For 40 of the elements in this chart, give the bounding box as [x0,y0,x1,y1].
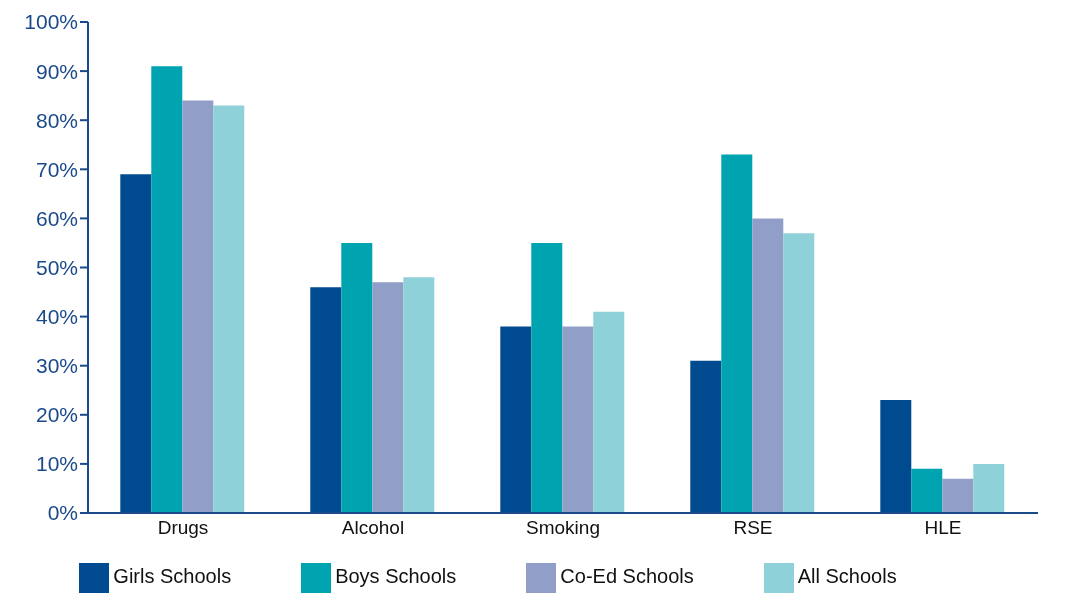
bar [911,468,943,513]
y-tick-label: 90% [35,59,78,83]
y-tick-label: 40% [35,305,78,329]
legend-label: Boys Schools [335,565,457,588]
bar [593,311,625,513]
bar [182,100,214,513]
legend-label: Girls Schools [113,565,232,588]
y-tick-label: 80% [35,108,78,132]
y-tick-label: 10% [35,452,78,476]
bar [690,360,722,513]
y-tick-label: 50% [35,255,78,279]
bar [372,282,404,513]
bar [310,287,342,513]
bar [721,154,753,513]
x-tick-label: Smoking [526,517,600,539]
bar [403,277,435,513]
legend-label: Co-Ed Schools [560,565,694,588]
y-tick-label: 70% [35,157,78,181]
bar [752,218,784,513]
y-tick-label: 0% [47,501,78,525]
bar [341,242,373,513]
y-tick-label: 100% [24,10,78,34]
bar [562,326,594,513]
bar [942,478,974,513]
bar [783,233,815,513]
y-tick-label: 20% [35,403,78,427]
bar [973,463,1005,513]
bar [500,326,532,513]
x-tick-label: HLE [924,517,962,539]
y-tick-label: 60% [35,206,78,230]
bar [120,174,152,513]
x-tick-label: RSE [733,517,773,539]
bar [880,400,912,513]
bar [531,242,563,513]
legend-label: All Schools [797,565,897,588]
y-tick-label: 30% [35,354,78,378]
x-tick-label: Drugs [157,517,209,539]
bar [213,105,245,513]
bar [151,66,183,513]
x-tick-label: Alcohol [341,517,405,539]
